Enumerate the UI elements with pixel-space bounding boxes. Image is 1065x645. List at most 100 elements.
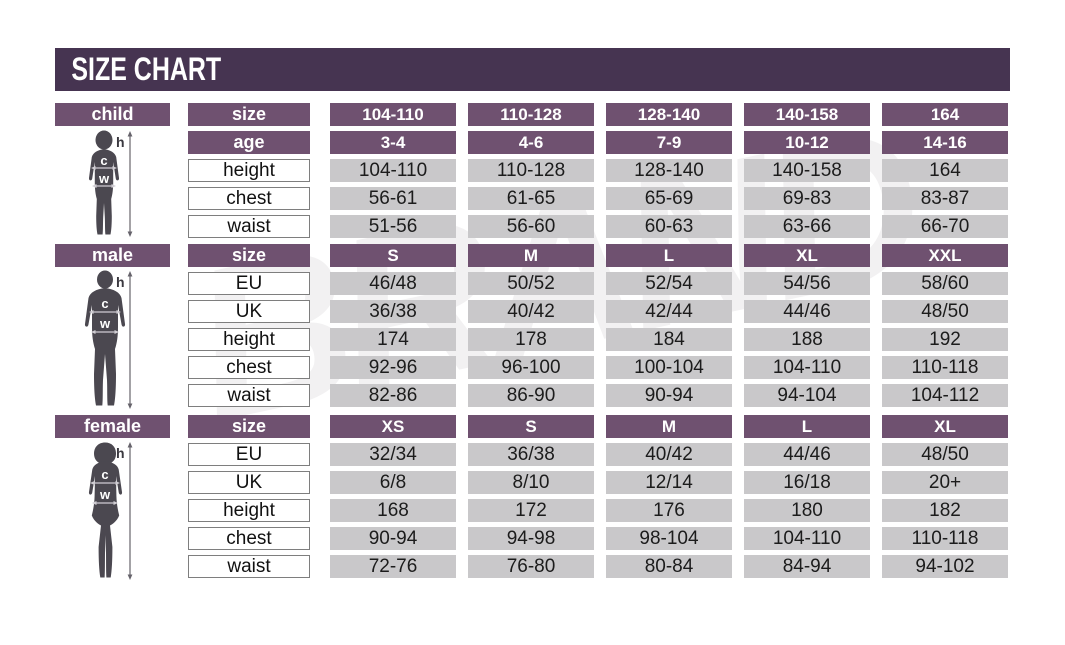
row-label: UK bbox=[188, 300, 310, 323]
value-cell: 100-104 bbox=[606, 356, 732, 379]
child-figure-icon: h c w bbox=[88, 130, 133, 237]
value-cell: M bbox=[606, 415, 732, 438]
child-row-height: height 104-110 110-128 128-140 140-158 164 bbox=[188, 159, 1008, 182]
male-row-size: size S M L XL XXL bbox=[188, 244, 1008, 267]
value-cell: XL bbox=[882, 415, 1008, 438]
section-label-child: child bbox=[55, 103, 170, 126]
row-label: size bbox=[188, 415, 310, 438]
value-cell: 128-140 bbox=[606, 159, 732, 182]
row-label: waist bbox=[188, 384, 310, 407]
value-cell: 69-83 bbox=[744, 187, 870, 210]
height-annotation: h bbox=[116, 134, 125, 150]
value-cell: 8/10 bbox=[468, 471, 594, 494]
value-cell: 192 bbox=[882, 328, 1008, 351]
female-figure-icon: h c w bbox=[88, 442, 133, 580]
value-cell: XXL bbox=[882, 244, 1008, 267]
value-cell: 36/38 bbox=[468, 443, 594, 466]
row-label: UK bbox=[188, 471, 310, 494]
child-row-age: age 3-4 4-6 7-9 10-12 14-16 bbox=[188, 131, 1008, 154]
male-rows: size S M L XL XXL EU 46/48 50/52 52/54 54/56 58/60 U… bbox=[188, 244, 1008, 412]
value-cell: 12/14 bbox=[606, 471, 732, 494]
value-cell: L bbox=[744, 415, 870, 438]
female-row-eu: EU 32/34 36/38 40/42 44/46 48/50 bbox=[188, 443, 1008, 466]
value-cell: L bbox=[606, 244, 732, 267]
value-cell: 52/54 bbox=[606, 272, 732, 295]
value-cell: 44/46 bbox=[744, 443, 870, 466]
value-cell: 90-94 bbox=[330, 527, 456, 550]
value-cell: 14-16 bbox=[882, 131, 1008, 154]
value-cell: 20+ bbox=[882, 471, 1008, 494]
row-label: height bbox=[188, 499, 310, 522]
value-cell: 172 bbox=[468, 499, 594, 522]
value-cell: 178 bbox=[468, 328, 594, 351]
section-label-male: male bbox=[55, 244, 170, 267]
value-cell: 63-66 bbox=[744, 215, 870, 238]
value-cell: 76-80 bbox=[468, 555, 594, 578]
section-label-female: female bbox=[55, 415, 170, 438]
chest-annotation: c bbox=[101, 296, 108, 311]
row-label: height bbox=[188, 159, 310, 182]
value-cell: 184 bbox=[606, 328, 732, 351]
row-label: size bbox=[188, 244, 310, 267]
value-cell: 110-118 bbox=[882, 527, 1008, 550]
chest-annotation: c bbox=[100, 153, 107, 168]
row-label: size bbox=[188, 103, 310, 126]
value-cell: 128-140 bbox=[606, 103, 732, 126]
value-cell: 16/18 bbox=[744, 471, 870, 494]
child-row-chest: chest 56-61 61-65 65-69 69-83 83-87 bbox=[188, 187, 1008, 210]
value-cell: 65-69 bbox=[606, 187, 732, 210]
value-cell: 104-110 bbox=[744, 356, 870, 379]
row-label: chest bbox=[188, 356, 310, 379]
value-cell: 164 bbox=[882, 159, 1008, 182]
value-cell: 104-110 bbox=[744, 527, 870, 550]
value-cell: 104-110 bbox=[330, 103, 456, 126]
value-cell: XS bbox=[330, 415, 456, 438]
value-cell: M bbox=[468, 244, 594, 267]
value-cell: 56-61 bbox=[330, 187, 456, 210]
female-rows: size XS S M L XL EU 32/34 36/38 40/42 44/46 48/50 UK… bbox=[188, 415, 1008, 583]
value-cell: 6/8 bbox=[330, 471, 456, 494]
value-cell: 182 bbox=[882, 499, 1008, 522]
chest-annotation: c bbox=[101, 467, 108, 482]
value-cell: 94-98 bbox=[468, 527, 594, 550]
waist-annotation: w bbox=[99, 316, 111, 331]
value-cell: 110-118 bbox=[882, 356, 1008, 379]
value-cell: 58/60 bbox=[882, 272, 1008, 295]
value-cell: 72-76 bbox=[330, 555, 456, 578]
value-cell: 48/50 bbox=[882, 443, 1008, 466]
male-row-eu: EU 46/48 50/52 52/54 54/56 58/60 bbox=[188, 272, 1008, 295]
value-cell: S bbox=[330, 244, 456, 267]
value-cell: 42/44 bbox=[606, 300, 732, 323]
value-cell: 96-100 bbox=[468, 356, 594, 379]
value-cell: 174 bbox=[330, 328, 456, 351]
child-rows: size 104-110 110-128 128-140 140-158 164 age 3-… bbox=[188, 103, 1008, 243]
value-cell: 32/34 bbox=[330, 443, 456, 466]
value-cell: 51-56 bbox=[330, 215, 456, 238]
title-banner: SIZE CHART bbox=[55, 48, 1010, 91]
female-row-uk: UK 6/8 8/10 12/14 16/18 20+ bbox=[188, 471, 1008, 494]
row-label: chest bbox=[188, 527, 310, 550]
female-row-size: size XS S M L XL bbox=[188, 415, 1008, 438]
value-cell: 36/38 bbox=[330, 300, 456, 323]
value-cell: 168 bbox=[330, 499, 456, 522]
male-row-waist: waist 82-86 86-90 90-94 94-104 104-112 bbox=[188, 384, 1008, 407]
female-row-chest: chest 90-94 94-98 98-104 104-110 110-118 bbox=[188, 527, 1008, 550]
value-cell: 83-87 bbox=[882, 187, 1008, 210]
value-cell: 46/48 bbox=[330, 272, 456, 295]
value-cell: 180 bbox=[744, 499, 870, 522]
value-cell: 98-104 bbox=[606, 527, 732, 550]
child-row-waist: waist 51-56 56-60 60-63 63-66 66-70 bbox=[188, 215, 1008, 238]
value-cell: 110-128 bbox=[468, 103, 594, 126]
value-cell: 54/56 bbox=[744, 272, 870, 295]
value-cell: XL bbox=[744, 244, 870, 267]
value-cell: 60-63 bbox=[606, 215, 732, 238]
female-row-waist: waist 72-76 76-80 80-84 84-94 94-102 bbox=[188, 555, 1008, 578]
value-cell: 176 bbox=[606, 499, 732, 522]
value-cell: 40/42 bbox=[468, 300, 594, 323]
value-cell: 94-104 bbox=[744, 384, 870, 407]
value-cell: 50/52 bbox=[468, 272, 594, 295]
value-cell: 188 bbox=[744, 328, 870, 351]
row-label: age bbox=[188, 131, 310, 154]
row-label: EU bbox=[188, 272, 310, 295]
value-cell: 10-12 bbox=[744, 131, 870, 154]
